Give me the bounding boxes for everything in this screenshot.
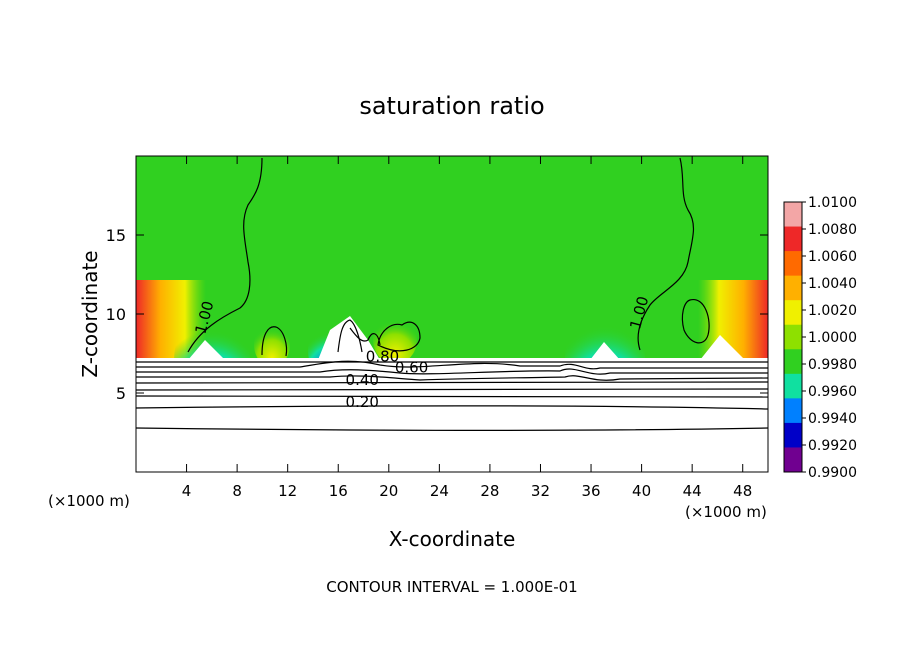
contour-0-20 (135, 405, 769, 410)
moist-pocket-centre (373, 316, 417, 364)
y-tick-label: 5 (116, 384, 126, 403)
colorbar-swatch (784, 373, 802, 399)
contour-lines (135, 157, 769, 431)
contour-1-00-left (187, 157, 263, 353)
moist-right-edge (698, 280, 768, 360)
contour-1-00-centre-loop (377, 321, 421, 352)
contour-0-80 (136, 360, 768, 370)
colorbar-swatch (784, 226, 802, 252)
contour-label: 0.20 (346, 393, 379, 411)
x-tick-label: 12 (278, 482, 297, 500)
contour-0-40 (135, 388, 769, 391)
moist-pocket-left (254, 323, 290, 367)
colorbar-label: 0.9980 (808, 357, 857, 373)
subsaturated-layer (136, 358, 768, 472)
colorbar-label: 0.9900 (808, 465, 857, 481)
contour-0-70 (136, 368, 768, 375)
colorbar-label: 1.0000 (808, 330, 857, 346)
x-tick-label: 28 (480, 482, 499, 500)
colorbar-swatch (784, 275, 802, 301)
x-tick-label: 24 (430, 482, 449, 500)
contour-label: 0.80 (366, 347, 399, 365)
x-tick-label: 36 (581, 482, 600, 500)
contour-1-00-right (637, 157, 695, 351)
x-tick-label: 8 (232, 482, 242, 500)
colorbar-label: 1.0020 (808, 303, 857, 319)
colorbar-swatch (784, 422, 802, 448)
colorbar-label: 0.9940 (808, 411, 857, 427)
x-axis-ticks: 4 8 12 16 20 24 28 32 36 40 44 48 (182, 156, 752, 500)
colorbar-label: 1.0080 (808, 222, 857, 238)
plot-area: 1.00 1.000.800.600.400.20 (135, 156, 769, 472)
x-unit-label-left: (×1000 m) (48, 492, 130, 510)
colorbar-swatch (784, 447, 802, 473)
x-tick-label: 40 (632, 482, 651, 500)
contour-interval-note: CONTOUR INTERVAL = 1.000E-01 (326, 578, 577, 596)
y-tick-label: 10 (106, 305, 126, 324)
colorbar-swatch (784, 300, 802, 326)
contour-1-00-mid-loop (261, 326, 288, 357)
colorbar-label: 1.0040 (808, 276, 857, 292)
contour-0-60 (136, 375, 769, 381)
colorbar-label: 0.9960 (808, 384, 857, 400)
colorbar-label: 1.0060 (808, 249, 857, 265)
x-tick-label: 44 (683, 482, 702, 500)
colorbar-swatch (784, 251, 802, 277)
y-axis-label: Z-coordinate (78, 250, 102, 377)
contour-cloud-core (337, 319, 381, 353)
contour-0-30 (135, 395, 769, 398)
colorbar-swatch (784, 202, 802, 228)
contour-0-50 (135, 381, 769, 384)
contour-labels: 1.00 1.000.800.600.400.20 (191, 294, 652, 411)
field-background (136, 156, 768, 360)
x-tick-label: 16 (329, 482, 348, 500)
colorbar-label: 1.0100 (808, 195, 857, 211)
cloud-base-white (188, 316, 745, 360)
contour-0-10 (135, 427, 769, 431)
y-tick-label: 15 (106, 226, 126, 245)
colorbar-swatch (784, 349, 802, 375)
colorbar-label: 0.9920 (808, 438, 857, 454)
contour-label: 0.40 (346, 371, 379, 389)
x-tick-label: 48 (733, 482, 752, 500)
x-tick-label: 32 (531, 482, 550, 500)
y-axis-ticks: 5 10 15 (106, 226, 768, 403)
chart-title: saturation ratio (359, 92, 544, 120)
x-tick-label: 4 (182, 482, 192, 500)
colorbar-swatch (784, 398, 802, 424)
colorbar-swatch (784, 324, 802, 350)
contour-label: 0.60 (395, 358, 428, 376)
x-tick-label: 20 (379, 482, 398, 500)
colorbar: 1.0100 1.0080 1.0060 1.0040 1.0020 1.0000 0.99… (783, 195, 857, 481)
x-unit-label-right: (×1000 m) (685, 503, 767, 521)
x-axis-label: X-coordinate (389, 527, 516, 551)
contour-1-00-right-loop (681, 299, 710, 344)
